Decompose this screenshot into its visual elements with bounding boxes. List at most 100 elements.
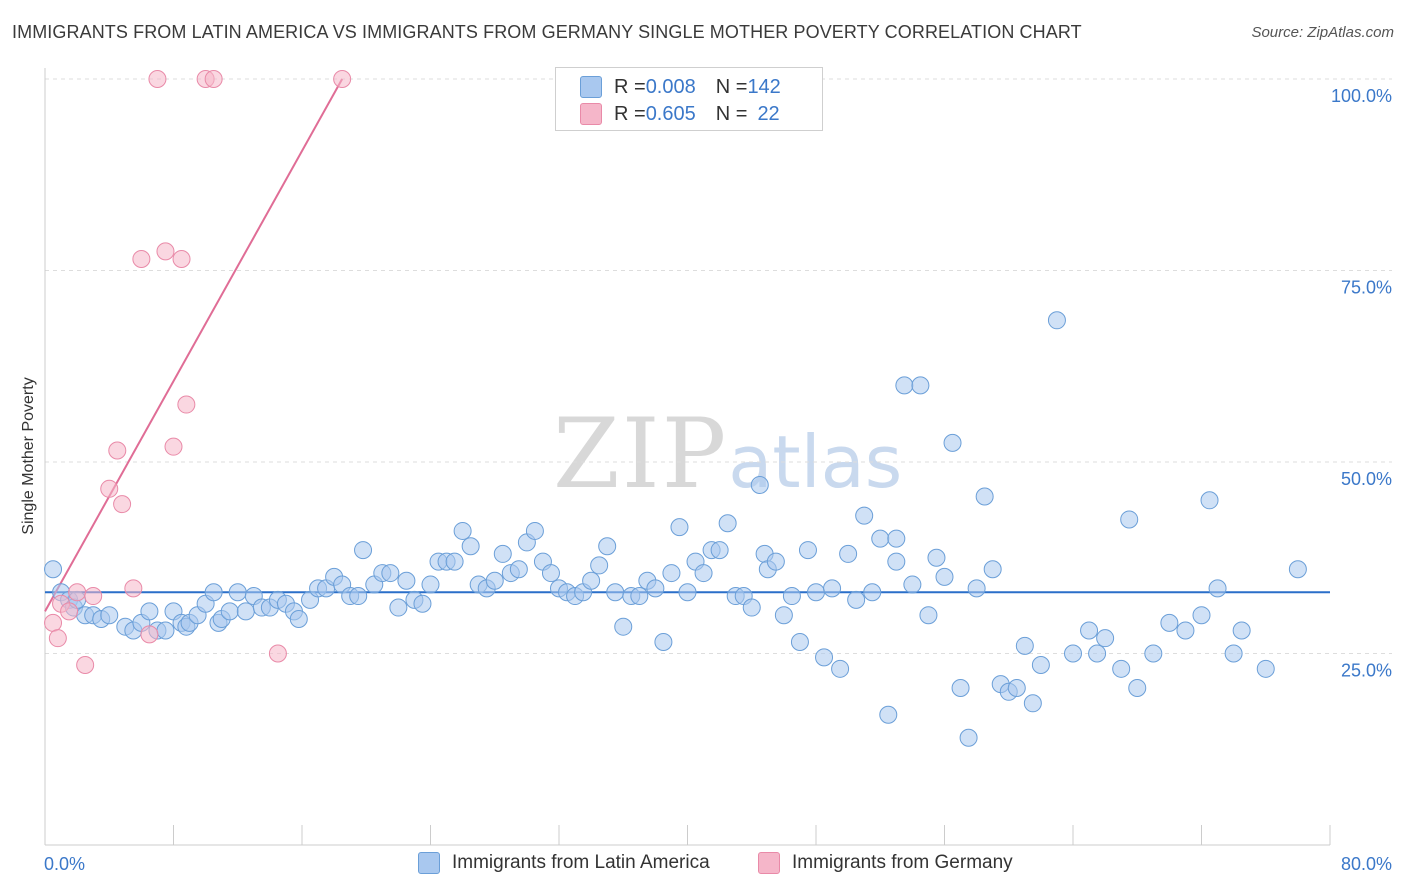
- point-germany: [148, 70, 167, 88]
- legend-n-label: N =: [715, 75, 748, 98]
- point-latin-america: [1023, 694, 1042, 713]
- point-latin-america: [1031, 655, 1050, 674]
- point-latin-america: [582, 571, 601, 590]
- point-latin-america: [1047, 311, 1066, 330]
- legend-row-germany: R = 0.605 N = 22: [580, 101, 780, 127]
- y-tick-label: 50.0%: [1341, 469, 1392, 489]
- point-latin-america: [694, 564, 713, 583]
- point-latin-america: [807, 583, 825, 602]
- point-germany: [113, 495, 132, 514]
- point-latin-america: [911, 376, 930, 395]
- point-latin-america: [774, 606, 793, 625]
- point-latin-america: [1192, 606, 1211, 625]
- x-tick-label-max: 80.0%: [1341, 854, 1392, 874]
- point-latin-america: [903, 575, 922, 594]
- point-latin-america: [204, 583, 223, 602]
- point-germany: [177, 395, 196, 414]
- point-latin-america: [1288, 560, 1307, 579]
- point-latin-america: [1208, 579, 1227, 598]
- point-latin-america: [718, 514, 737, 533]
- point-latin-america: [453, 521, 472, 540]
- bottom-legend-latin-america: Immigrants from Latin America: [418, 852, 710, 874]
- point-latin-america: [44, 560, 63, 579]
- y-tick-label: 75.0%: [1341, 278, 1392, 298]
- point-germany: [48, 629, 67, 648]
- point-latin-america: [1015, 636, 1034, 655]
- legend-row-latin-america: R = 0.008 N = 142: [580, 74, 781, 100]
- point-latin-america: [590, 556, 609, 575]
- point-latin-america: [389, 598, 408, 617]
- point-latin-america: [289, 610, 308, 629]
- legend-swatch-pink: [580, 103, 602, 125]
- point-latin-america: [1120, 510, 1139, 529]
- point-latin-america: [887, 529, 906, 548]
- point-latin-america: [140, 602, 159, 621]
- point-latin-america: [630, 587, 649, 606]
- point-latin-america: [983, 560, 1002, 579]
- watermark-zip: ZIP: [553, 398, 729, 510]
- point-latin-america: [871, 529, 890, 548]
- legend-r-label: R =: [614, 75, 646, 98]
- point-latin-america: [1144, 644, 1163, 663]
- point-latin-america: [831, 659, 850, 678]
- chart-title: IMMIGRANTS FROM LATIN AMERICA VS IMMIGRA…: [12, 22, 1082, 42]
- point-latin-america: [236, 602, 255, 621]
- tick-labels: 25.0% 50.0% 75.0% 100.0% 0.0% 80.0%: [44, 86, 1392, 874]
- point-latin-america: [445, 552, 464, 571]
- legend-r-value: 0.008: [645, 75, 696, 98]
- bottom-legend-germany: Immigrants from Germany: [758, 852, 1013, 874]
- legend-n-label: N =: [715, 102, 748, 125]
- point-latin-america: [654, 633, 673, 652]
- point-latin-america: [967, 579, 986, 598]
- point-germany: [100, 479, 119, 498]
- point-germany: [164, 437, 183, 456]
- point-germany: [204, 70, 223, 88]
- bottom-legend-label: Immigrants from Latin America: [452, 852, 710, 873]
- point-latin-america: [485, 571, 504, 590]
- point-latin-america: [509, 560, 528, 579]
- point-germany: [108, 441, 127, 460]
- point-latin-america: [943, 433, 962, 452]
- x-tick-label-min: 0.0%: [44, 854, 85, 874]
- point-latin-america: [100, 606, 119, 625]
- point-latin-america: [887, 552, 906, 571]
- point-latin-america: [1224, 644, 1243, 663]
- point-latin-america: [855, 506, 874, 525]
- point-latin-america: [646, 579, 665, 598]
- point-latin-america: [895, 376, 914, 395]
- point-germany: [44, 613, 63, 632]
- bottom-legend-label: Immigrants from Germany: [792, 852, 1013, 873]
- point-latin-america: [381, 564, 400, 583]
- point-latin-america: [1088, 644, 1107, 663]
- bottom-legend-swatch-blue: [418, 852, 440, 874]
- point-latin-america: [782, 587, 801, 606]
- point-latin-america: [354, 541, 373, 560]
- point-latin-america: [662, 564, 681, 583]
- point-latin-america: [710, 541, 729, 560]
- point-germany: [156, 242, 175, 261]
- point-latin-america: [349, 587, 368, 606]
- point-latin-america: [461, 537, 480, 556]
- y-tick-label: 100.0%: [1331, 86, 1392, 106]
- point-latin-america: [1096, 629, 1115, 648]
- point-germany: [140, 625, 159, 644]
- legend-r-label: R =: [614, 102, 646, 125]
- point-germany: [124, 579, 143, 598]
- point-latin-america: [1064, 644, 1082, 663]
- point-latin-america: [421, 575, 440, 594]
- point-germany: [68, 583, 87, 602]
- point-germany: [132, 250, 151, 269]
- legend-n-value: 142: [747, 75, 781, 98]
- bottom-legend-swatch-pink: [758, 852, 780, 874]
- point-latin-america: [1160, 613, 1179, 632]
- correlation-legend: R = 0.008 N = 142 R = 0.605 N = 22: [555, 67, 823, 131]
- source-label: Source: ZipAtlas.com: [1251, 24, 1394, 41]
- point-latin-america: [678, 583, 697, 602]
- point-latin-america: [1256, 659, 1275, 678]
- point-latin-america: [959, 728, 978, 747]
- point-latin-america: [541, 564, 560, 583]
- point-latin-america: [493, 544, 512, 563]
- point-latin-america: [742, 598, 761, 617]
- point-germany: [333, 70, 352, 88]
